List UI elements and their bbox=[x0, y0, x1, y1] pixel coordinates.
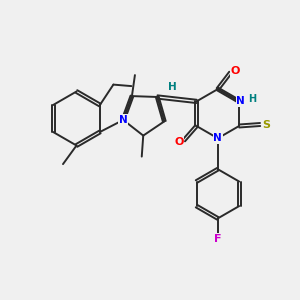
Text: H: H bbox=[248, 94, 256, 104]
Text: O: O bbox=[231, 66, 240, 76]
Text: N: N bbox=[213, 133, 222, 143]
Text: S: S bbox=[263, 119, 271, 130]
Text: F: F bbox=[214, 234, 222, 244]
Text: O: O bbox=[174, 137, 184, 147]
Text: H: H bbox=[168, 82, 177, 92]
Text: N: N bbox=[236, 96, 245, 106]
Text: N: N bbox=[119, 115, 128, 125]
